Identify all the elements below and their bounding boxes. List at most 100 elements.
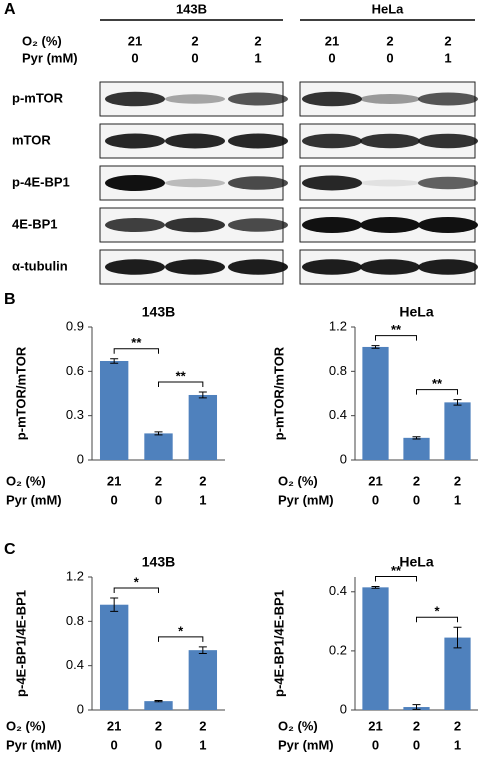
y-tick-label: 1.2 bbox=[66, 568, 84, 583]
x-tick-label: 21 bbox=[368, 718, 382, 733]
condition-label: O₂ (%) bbox=[22, 33, 62, 48]
error-bar bbox=[371, 585, 380, 589]
blot-label: α-tubulin bbox=[12, 258, 68, 273]
blot-label: p-mTOR bbox=[12, 90, 64, 105]
blot-band bbox=[302, 91, 362, 107]
bar bbox=[403, 437, 430, 460]
significance-label: * bbox=[134, 574, 140, 589]
y-axis-label: p-4E-BP1/4E-BP1 bbox=[13, 590, 28, 697]
error-bar bbox=[154, 699, 163, 703]
x-tick-label: 1 bbox=[199, 737, 206, 752]
blot-band bbox=[302, 259, 362, 275]
significance-bracket bbox=[158, 381, 204, 388]
error-bar bbox=[110, 358, 119, 364]
x-row-label: O₂ (%) bbox=[278, 473, 318, 488]
x-row-label: Pyr (mM) bbox=[6, 737, 62, 752]
blot-band bbox=[105, 91, 165, 107]
blot-band bbox=[418, 133, 478, 149]
cell-line-label: 143B bbox=[176, 1, 207, 16]
blot-band bbox=[105, 133, 165, 149]
y-tick-label: 0.2 bbox=[329, 642, 347, 657]
significance-bracket bbox=[416, 616, 458, 623]
significance-bracket bbox=[375, 575, 417, 582]
y-tick-label: 0 bbox=[340, 701, 347, 716]
bar bbox=[362, 587, 389, 710]
y-axis-label: p-4E-BP1/4E-BP1 bbox=[271, 590, 286, 697]
x-tick-label: 21 bbox=[368, 473, 382, 488]
panel-label: A bbox=[4, 1, 16, 18]
cell-line-label: HeLa bbox=[372, 1, 405, 16]
error-bar bbox=[154, 431, 163, 436]
x-tick-label: 1 bbox=[199, 492, 206, 507]
panel-label: C bbox=[4, 541, 16, 558]
blot-band bbox=[360, 133, 420, 149]
chart-title: 143B bbox=[142, 554, 175, 570]
x-tick-label: 2 bbox=[155, 718, 162, 733]
significance-bracket bbox=[375, 335, 417, 341]
blot-band bbox=[105, 218, 165, 232]
blot-label: mTOR bbox=[12, 132, 51, 147]
error-bar bbox=[412, 704, 421, 710]
error-bar bbox=[371, 345, 380, 349]
condition-value: 21 bbox=[128, 33, 142, 48]
y-tick-label: 1.2 bbox=[329, 318, 347, 333]
condition-value: 2 bbox=[254, 33, 261, 48]
y-axis-label: p-mTOR/mTOR bbox=[271, 346, 286, 440]
x-tick-label: 0 bbox=[111, 492, 118, 507]
y-tick-label: 0.8 bbox=[329, 363, 347, 378]
blot-band bbox=[228, 176, 288, 190]
significance-label: ** bbox=[131, 335, 142, 350]
x-row-label: Pyr (mM) bbox=[278, 492, 334, 507]
x-row-label: Pyr (mM) bbox=[278, 737, 334, 752]
x-row-label: Pyr (mM) bbox=[6, 492, 62, 507]
error-bar bbox=[412, 436, 421, 440]
blot-band bbox=[360, 259, 420, 275]
x-tick-label: 0 bbox=[413, 492, 420, 507]
y-tick-label: 0.6 bbox=[66, 363, 84, 378]
blot-band bbox=[418, 176, 478, 190]
x-tick-label: 0 bbox=[413, 737, 420, 752]
bar bbox=[144, 433, 173, 460]
bar bbox=[362, 346, 389, 460]
x-row-label: O₂ (%) bbox=[278, 718, 318, 733]
x-tick-label: 2 bbox=[155, 473, 162, 488]
significance-bracket bbox=[113, 348, 159, 354]
blot-label: p-4E-BP1 bbox=[12, 174, 70, 189]
x-row-label: O₂ (%) bbox=[6, 473, 46, 488]
bar bbox=[188, 394, 218, 460]
x-tick-label: 2 bbox=[199, 718, 206, 733]
blot-band bbox=[228, 92, 288, 106]
x-tick-label: 2 bbox=[454, 473, 461, 488]
x-tick-label: 2 bbox=[454, 718, 461, 733]
x-tick-label: 1 bbox=[454, 492, 461, 507]
significance-label: * bbox=[434, 604, 440, 619]
bar bbox=[99, 360, 129, 460]
significance-bracket bbox=[158, 636, 204, 642]
bar bbox=[99, 604, 129, 710]
x-tick-label: 21 bbox=[107, 718, 121, 733]
blot-band bbox=[418, 92, 478, 106]
blot-band bbox=[228, 218, 288, 232]
condition-value: 0 bbox=[328, 50, 335, 65]
error-bar bbox=[198, 391, 207, 399]
blot-band bbox=[165, 178, 225, 188]
x-tick-label: 2 bbox=[413, 718, 420, 733]
y-tick-label: 0.3 bbox=[66, 407, 84, 422]
blot-band bbox=[360, 217, 420, 233]
blot-band bbox=[418, 217, 478, 233]
x-tick-label: 0 bbox=[155, 737, 162, 752]
significance-bracket bbox=[113, 587, 159, 594]
condition-value: 1 bbox=[444, 50, 451, 65]
chart-title: HeLa bbox=[399, 554, 433, 570]
blot-band bbox=[165, 94, 225, 104]
blot-band bbox=[302, 133, 362, 149]
blot-band bbox=[418, 259, 478, 275]
condition-value: 0 bbox=[191, 50, 198, 65]
blot-band bbox=[105, 259, 165, 275]
significance-label: ** bbox=[391, 563, 402, 578]
y-tick-label: 0.4 bbox=[329, 407, 347, 422]
bar bbox=[144, 701, 173, 710]
condition-value: 2 bbox=[444, 33, 451, 48]
blot-label: 4E-BP1 bbox=[12, 216, 58, 231]
